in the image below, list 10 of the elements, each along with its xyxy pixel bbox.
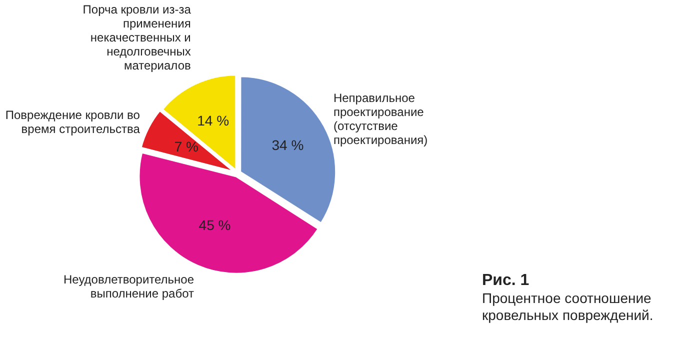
data-label: 34 % <box>272 136 304 153</box>
data-label: 7 % <box>174 138 199 154</box>
slice-label: Неудовлетворительное выполнение работ <box>63 272 195 300</box>
slice-label: Неправильное проектирование (отсутствие проектирования) <box>333 91 428 148</box>
data-label: 14 % <box>197 112 230 129</box>
slice-label: Повреждение кровли во время строительства <box>5 108 140 136</box>
slice-label: Порча кровли из-за применения некачественных и недолговечных материалов <box>82 2 192 73</box>
text: Процентное соотношение кровельных повреждений. <box>482 290 654 324</box>
data-label: 45 % <box>198 216 231 233</box>
text: Рис. 1 <box>482 272 530 290</box>
